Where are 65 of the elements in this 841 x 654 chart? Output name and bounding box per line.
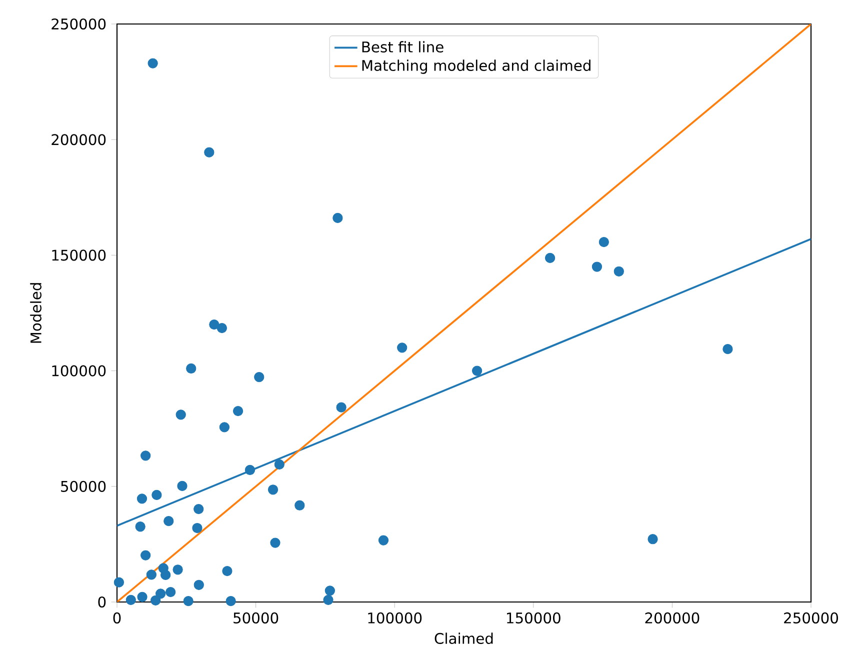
point	[156, 588, 166, 599]
legend-label: Best fit line	[362, 41, 444, 53]
point	[126, 594, 136, 605]
point	[332, 212, 343, 224]
legend-label: Matching modeled and claimed	[362, 60, 590, 74]
point	[172, 564, 183, 575]
point	[592, 262, 602, 272]
y-tick-label: 250000	[52, 18, 106, 30]
point	[397, 342, 408, 353]
point	[152, 490, 162, 500]
point	[177, 480, 188, 492]
point	[150, 595, 161, 606]
x-tick-label: 0	[113, 612, 121, 624]
point	[186, 363, 196, 374]
point	[204, 147, 214, 158]
y-tick-label: 200000	[52, 134, 106, 146]
point	[166, 586, 176, 598]
point	[219, 422, 230, 432]
point	[194, 580, 204, 590]
x-axis-title: Claimed	[434, 632, 493, 644]
point	[135, 522, 146, 532]
x-tick-label: 250000	[784, 612, 838, 624]
point	[294, 500, 305, 510]
point	[254, 372, 264, 382]
point	[146, 570, 156, 580]
point	[194, 504, 204, 514]
y-tick-label: 100000	[52, 365, 106, 376]
point	[160, 570, 171, 580]
y-tick-label: 50000	[61, 480, 106, 492]
y-tick-label: 150000	[52, 250, 106, 261]
point	[114, 577, 124, 588]
point	[324, 586, 335, 596]
point	[598, 236, 609, 248]
x-tick-label: 50000	[234, 612, 278, 624]
point	[648, 534, 658, 544]
point	[140, 550, 151, 560]
point	[148, 58, 158, 68]
point	[176, 410, 186, 420]
point	[378, 535, 389, 546]
x-tick-label: 150000	[507, 612, 560, 624]
point	[137, 592, 148, 602]
point	[164, 516, 174, 526]
point	[336, 402, 346, 412]
point	[209, 319, 220, 330]
x-tick-label: 200000	[645, 612, 700, 624]
point	[140, 450, 151, 461]
point	[226, 596, 236, 606]
point	[722, 344, 733, 354]
y-tick-label: 0	[98, 596, 106, 608]
point	[270, 538, 280, 548]
point	[268, 484, 278, 495]
point	[183, 596, 194, 606]
point	[274, 459, 284, 470]
x-tick-label: 100000	[368, 612, 422, 624]
point	[323, 594, 334, 605]
point	[544, 252, 556, 264]
point	[232, 406, 244, 416]
point	[216, 322, 228, 334]
point	[472, 366, 482, 376]
point	[244, 464, 256, 476]
point	[136, 494, 148, 504]
y-axis-title: Modeled	[30, 283, 42, 343]
point	[614, 266, 624, 276]
point	[192, 522, 202, 534]
point	[222, 566, 232, 576]
